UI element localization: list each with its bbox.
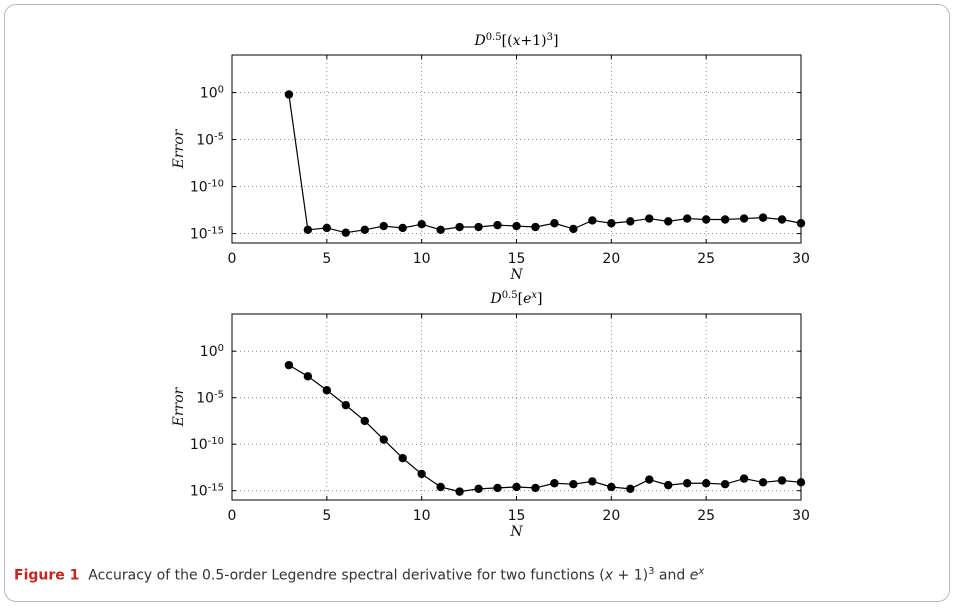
data-point	[512, 482, 521, 492]
x-tick-label: 25	[697, 251, 715, 267]
data-point	[284, 90, 294, 99]
caption-exp-3: 3	[648, 566, 655, 577]
data-point	[493, 220, 502, 230]
caption-text-before: Accuracy of the 0.5-order Legendre spect…	[88, 567, 605, 584]
x-tick-label: 5	[322, 251, 331, 267]
data-point	[417, 220, 426, 229]
data-point	[322, 223, 332, 233]
caption-var-e: e	[689, 567, 699, 584]
data-point	[417, 469, 426, 479]
data-point	[758, 213, 768, 222]
data-point	[796, 478, 806, 487]
caption-var-x: x	[604, 567, 614, 584]
x-tick-label: 30	[792, 251, 810, 267]
data-point	[777, 476, 787, 485]
data-point	[531, 222, 540, 232]
data-point	[550, 219, 559, 228]
data-point	[626, 484, 635, 494]
data-point	[436, 225, 445, 235]
data-point	[322, 386, 332, 395]
x-axis-label: N	[509, 267, 523, 283]
data-point	[664, 480, 673, 490]
data-point	[569, 224, 578, 234]
data-point	[796, 219, 806, 228]
y-axis-label: Error	[171, 128, 187, 169]
data-point	[512, 221, 521, 231]
caption-text-plus: + 1)	[613, 567, 649, 584]
caption-text-and: and	[654, 567, 690, 584]
data-point	[645, 475, 654, 484]
data-point	[588, 216, 597, 225]
x-tick-label: 25	[697, 508, 715, 524]
y-tick-label: 10-5	[196, 389, 224, 407]
figure-caption: Figure 1 Accuracy of the 0.5-order Legen…	[14, 566, 704, 584]
data-point	[360, 225, 369, 235]
chart-1: 0 5 10 15 20 25 30 100 10-5 10-10 10-15 D0.5[(x+1)3…	[171, 32, 810, 284]
y-tick-label: 10-15	[190, 482, 224, 500]
data-point	[474, 484, 483, 494]
data-point	[720, 215, 730, 224]
chart-title: D0.5[(x+1)3]	[474, 32, 559, 50]
data-point	[531, 483, 540, 493]
data-point	[493, 483, 502, 493]
data-point	[550, 479, 559, 488]
x-tick-label: 15	[508, 251, 526, 267]
data-point	[607, 482, 616, 492]
data-point	[701, 479, 711, 488]
x-tick-label: 20	[602, 251, 620, 267]
y-tick-label: 10-10	[190, 178, 224, 196]
data-point	[683, 479, 692, 488]
data-point	[588, 477, 597, 486]
x-tick-label: 5	[322, 508, 331, 524]
data-point	[701, 215, 711, 224]
x-axis-label: N	[509, 524, 523, 540]
data-point	[739, 474, 749, 483]
data-point	[683, 214, 692, 223]
data-point	[455, 487, 464, 496]
data-point	[303, 372, 313, 381]
y-tick-label: 10-15	[190, 225, 224, 243]
data-point	[720, 479, 730, 489]
x-tick-label: 10	[413, 251, 431, 267]
data-point	[455, 222, 464, 232]
y-tick-label: 10-10	[190, 436, 224, 454]
chart-2: 0 5 10 15 20 25 30 100 10-5 10-10 10-15 D0.5[ex] N Er…	[171, 290, 810, 541]
data-point	[739, 214, 749, 223]
data-point	[758, 478, 768, 487]
data-point	[341, 400, 350, 410]
series-line	[288, 364, 802, 493]
data-point	[569, 479, 578, 489]
figure-label: Figure 1	[14, 567, 80, 584]
data-point	[379, 221, 388, 231]
data-point	[436, 482, 445, 492]
x-tick-label: 15	[508, 508, 526, 524]
data-point	[474, 222, 483, 232]
x-tick-label: 0	[228, 508, 237, 524]
x-tick-label: 30	[792, 508, 810, 524]
x-tick-label: 0	[228, 251, 237, 267]
chart-title: D0.5[ex]	[489, 290, 542, 308]
y-axis-label: Error	[171, 386, 187, 427]
data-point	[303, 225, 313, 235]
caption-exp-x: x	[698, 566, 705, 577]
y-tick-label: 100	[200, 84, 224, 102]
data-point	[284, 360, 294, 370]
data-point	[379, 435, 388, 444]
x-tick-label: 20	[602, 508, 620, 524]
data-point	[360, 416, 369, 426]
data-point	[645, 214, 654, 223]
data-point	[341, 228, 350, 237]
x-tick-label: 10	[413, 508, 431, 524]
figure-frame	[4, 4, 950, 602]
y-tick-label: 10-5	[196, 131, 224, 149]
y-tick-label: 100	[200, 343, 224, 361]
data-point	[777, 215, 787, 224]
data-point	[626, 217, 635, 226]
series-line	[288, 94, 802, 234]
data-point	[398, 453, 407, 463]
data-point	[664, 217, 673, 226]
data-point	[607, 219, 616, 228]
data-point	[398, 223, 407, 233]
